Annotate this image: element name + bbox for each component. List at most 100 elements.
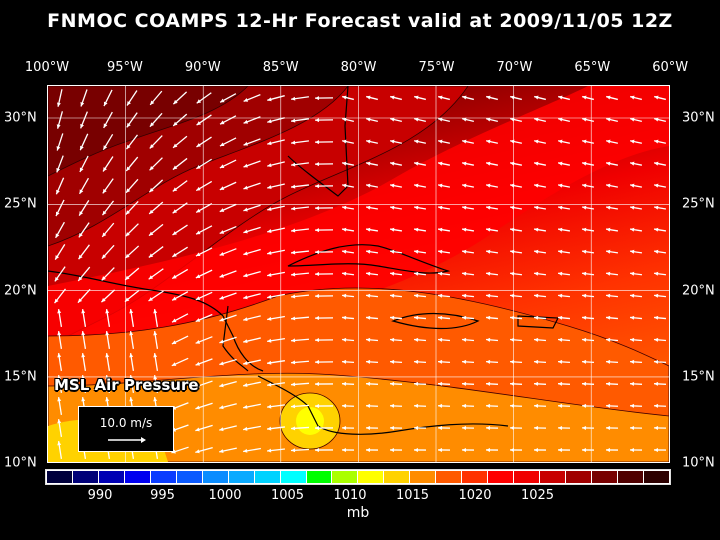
wind-arrowhead xyxy=(267,141,272,146)
wind-arrowhead xyxy=(291,426,296,431)
wind-arrowhead xyxy=(291,96,296,101)
wind-arrowhead xyxy=(414,337,419,342)
wind-arrowhead xyxy=(558,425,563,430)
wind-arrowhead xyxy=(77,298,83,303)
wind-arrowhead xyxy=(366,403,371,408)
wind-arrowhead xyxy=(630,359,635,364)
wind-arrowhead xyxy=(366,359,371,364)
wind-arrowhead xyxy=(153,375,158,380)
wind-arrowhead xyxy=(342,271,347,276)
wind-arrowhead xyxy=(462,293,467,298)
wind-arrowhead xyxy=(486,271,491,276)
wind-arrowhead xyxy=(390,403,395,408)
wind-arrowhead xyxy=(390,161,395,166)
wind-scale-arrow-icon xyxy=(108,437,146,443)
wind-arrowhead xyxy=(243,404,248,409)
wind-arrowhead xyxy=(558,161,563,166)
wind-arrowhead xyxy=(462,227,467,232)
colorbar-swatch xyxy=(384,471,410,483)
wind-arrowhead xyxy=(606,403,611,408)
wind-arrowhead xyxy=(438,381,443,386)
wind-arrowhead xyxy=(101,254,107,259)
wind-arrowhead xyxy=(103,167,107,172)
wind-arrowhead xyxy=(414,293,419,298)
wind-arrowhead xyxy=(342,205,347,210)
wind-arrowhead xyxy=(342,183,347,188)
wind-arrowhead xyxy=(510,293,515,298)
wind-arrowhead xyxy=(654,161,659,166)
wind-arrowhead xyxy=(315,404,320,409)
wind-arrowhead xyxy=(462,271,467,276)
wind-arrowhead xyxy=(103,145,108,150)
wind-arrowhead xyxy=(57,375,62,380)
wind-arrowhead xyxy=(606,315,611,320)
wind-arrowhead xyxy=(462,95,467,100)
wind-arrowhead xyxy=(267,229,272,233)
wind-arrowhead xyxy=(172,318,177,323)
wind-arrowhead xyxy=(219,251,225,256)
wind-arrowhead xyxy=(342,95,347,100)
wind-arrowhead xyxy=(315,118,320,123)
wind-arrowhead xyxy=(558,271,563,276)
wind-arrowhead xyxy=(438,425,443,430)
wind-arrowhead xyxy=(342,403,347,408)
wind-arrowhead xyxy=(630,249,635,254)
wind-arrowhead xyxy=(243,119,249,124)
colorbar-swatch xyxy=(358,471,384,483)
wind-arrowhead xyxy=(172,187,178,192)
wind-arrowhead xyxy=(219,383,224,388)
wind-arrowhead xyxy=(486,337,491,342)
wind-arrowhead xyxy=(582,293,587,298)
wind-arrowhead xyxy=(558,95,563,100)
wind-arrowhead xyxy=(342,161,347,166)
wind-arrowhead xyxy=(291,162,296,167)
wind-arrowhead xyxy=(390,425,395,430)
wind-arrowhead xyxy=(171,340,177,344)
pressure-colorbar xyxy=(45,469,671,485)
wind-arrowhead xyxy=(243,207,248,212)
wind-arrowhead xyxy=(57,309,62,314)
wind-arrowhead xyxy=(654,227,659,232)
wind-arrowhead xyxy=(414,161,419,166)
wind-arrowhead xyxy=(510,95,515,100)
wind-arrowhead xyxy=(606,359,611,364)
wind-arrowhead xyxy=(366,205,371,210)
wind-arrowhead xyxy=(414,227,419,232)
wind-arrowhead xyxy=(534,359,539,364)
wind-arrowhead xyxy=(462,205,467,210)
colorbar-swatch xyxy=(202,471,228,483)
wind-arrowhead xyxy=(534,337,539,342)
wind-arrowhead xyxy=(195,405,200,410)
wind-arrowhead xyxy=(220,120,225,125)
wind-arrowhead xyxy=(534,205,539,210)
wind-arrowhead xyxy=(103,123,108,128)
map-title: FNMOC COAMPS 12-Hr Forecast valid at 200… xyxy=(47,10,673,32)
wind-arrowhead xyxy=(267,119,272,124)
colorbar-swatch xyxy=(488,471,514,483)
colorbar-swatch xyxy=(617,471,643,483)
wind-arrowhead xyxy=(315,96,320,101)
wind-arrowhead xyxy=(149,231,154,236)
colorbar-label: 1020 xyxy=(458,488,492,503)
wind-arrowhead xyxy=(315,448,320,453)
wind-arrowhead xyxy=(414,381,419,386)
wind-arrowhead xyxy=(57,353,62,358)
wind-arrowhead xyxy=(366,381,371,386)
wind-arrowhead xyxy=(315,294,320,299)
wind-arrowhead xyxy=(486,359,491,364)
wind-arrowhead xyxy=(56,189,60,195)
wind-arrowhead xyxy=(196,143,201,147)
wind-arrowhead xyxy=(510,403,515,408)
longitude-label: 80°W xyxy=(340,60,377,75)
wind-arrowhead xyxy=(315,206,320,211)
wind-arrowhead xyxy=(558,403,563,408)
wind-arrowhead xyxy=(195,427,200,432)
wind-arrowhead xyxy=(55,233,60,238)
wind-arrowhead xyxy=(315,162,320,167)
wind-arrowhead xyxy=(315,272,320,277)
wind-arrowhead xyxy=(315,426,320,431)
wind-arrowhead xyxy=(172,274,177,279)
wind-arrowhead xyxy=(195,318,201,322)
wind-arrowhead xyxy=(243,383,248,387)
wind-arrowhead xyxy=(630,227,635,232)
